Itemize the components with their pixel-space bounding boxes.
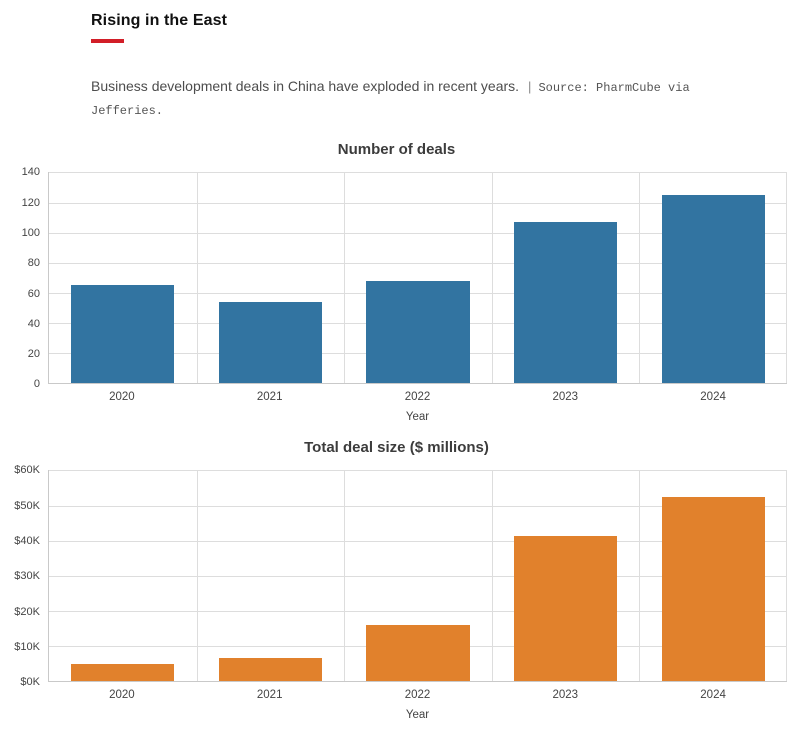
plot-area: [48, 172, 787, 385]
article: Rising in the East Business development …: [0, 12, 799, 721]
bar-2022: [366, 624, 470, 682]
gridline-horizontal: [49, 232, 787, 234]
article-header: Rising in the East Business development …: [91, 12, 779, 121]
gridline-vertical: [786, 172, 787, 384]
bar-2022: [366, 280, 470, 384]
y-tick-label: 0: [33, 378, 40, 391]
y-tick-label: 60: [27, 287, 40, 300]
chart-title: Number of deals: [337, 141, 456, 159]
x-axis-title: Year: [405, 411, 430, 424]
bar-2021: [218, 658, 323, 682]
source-text: Source: PharmCube via Jefferies.: [91, 81, 690, 119]
gridline-horizontal: [49, 202, 787, 204]
y-tick-label: 80: [27, 257, 40, 270]
bar-2020: [71, 285, 175, 384]
x-tick-label: 2023: [552, 689, 579, 702]
gridline-horizontal: [49, 575, 787, 577]
bar-slot: [197, 172, 345, 384]
x-tick-label: 2024: [700, 689, 726, 702]
y-tick-label: $50K: [14, 499, 40, 512]
bars-container: [49, 470, 787, 682]
gridline-vertical: [196, 172, 198, 384]
bar-slot: [344, 172, 492, 384]
bar-slot: [344, 470, 492, 682]
chart-number-of-deals: Number of deals 0 20 40 60 80 100 120 140 2020 2…: [6, 141, 787, 423]
x-axis-labels: 2020 2021 2022 2023 2024: [48, 391, 787, 403]
bar-2024: [661, 497, 765, 682]
bars-container: [49, 172, 787, 384]
chart-body: $0K $10K $20K $30K $40K $50K $60K: [6, 464, 787, 688]
y-axis-labels: $0K $10K $20K $30K $40K $50K $60K: [6, 464, 48, 688]
gridline-horizontal: [49, 470, 787, 472]
y-tick-label: 100: [21, 226, 40, 239]
y-tick-label: 140: [21, 166, 40, 179]
gridline-vertical: [491, 172, 493, 384]
x-tick-label: 2020: [109, 391, 135, 404]
y-axis-labels: 0 20 40 60 80 100 120 140: [6, 166, 48, 390]
y-tick-label: $30K: [14, 570, 40, 583]
bar-slot: [49, 470, 197, 682]
x-tick-label: 2023: [552, 391, 579, 404]
gridline-vertical: [344, 172, 346, 384]
subtitle-separator: |: [528, 79, 532, 94]
bar-slot: [197, 470, 345, 682]
gridline-horizontal: [49, 540, 787, 542]
y-tick-label: $0K: [20, 676, 40, 689]
gridline-horizontal: [49, 611, 787, 613]
bar-slot: [639, 172, 787, 384]
gridline-vertical: [491, 470, 493, 682]
y-tick-label: 40: [27, 317, 40, 330]
bar-slot: [639, 470, 787, 682]
y-tick-label: 20: [27, 348, 40, 361]
y-tick-label: $20K: [14, 605, 40, 618]
bar-slot: [49, 172, 197, 384]
title-accent-bar: [91, 39, 124, 43]
plot-area: [48, 470, 787, 683]
chart-title: Total deal size ($ millions): [304, 439, 489, 457]
y-tick-label: $10K: [14, 641, 40, 654]
y-tick-label: 120: [21, 196, 40, 209]
bar-2024: [661, 194, 765, 384]
x-axis-title: Year: [405, 709, 430, 722]
bar-2023: [513, 536, 618, 682]
x-tick-label: 2020: [109, 689, 135, 702]
gridline-horizontal: [49, 172, 787, 174]
chart-body: 0 20 40 60 80 100 120 140: [6, 166, 787, 390]
gridline-vertical: [639, 172, 641, 384]
y-tick-label: $40K: [14, 535, 40, 548]
article-title: Rising in the East: [91, 12, 228, 29]
bar-slot: [492, 172, 640, 384]
x-tick-label: 2021: [256, 689, 283, 702]
gridline-vertical: [786, 470, 787, 682]
y-tick-label: $60K: [14, 464, 40, 477]
x-tick-label: 2022: [404, 689, 431, 702]
x-tick-label: 2021: [256, 391, 283, 404]
gridline-vertical: [196, 470, 198, 682]
gridline-vertical: [639, 470, 641, 682]
x-axis-labels: 2020 2021 2022 2023 2024: [48, 689, 787, 701]
gridline-horizontal: [49, 262, 787, 264]
subtitle-text: Business development deals in China have…: [91, 78, 520, 94]
x-tick-label: 2024: [700, 391, 726, 404]
gridline-vertical: [344, 470, 346, 682]
chart-total-deal-size: Total deal size ($ millions) $0K $10K $20K…: [6, 439, 787, 721]
bar-2020: [71, 664, 175, 682]
bar-2021: [218, 302, 323, 384]
gridline-horizontal: [49, 505, 787, 507]
article-subtitle: Business development deals in China have…: [91, 75, 691, 121]
bar-2023: [513, 222, 618, 384]
x-tick-label: 2022: [404, 391, 431, 404]
bar-slot: [492, 470, 640, 682]
